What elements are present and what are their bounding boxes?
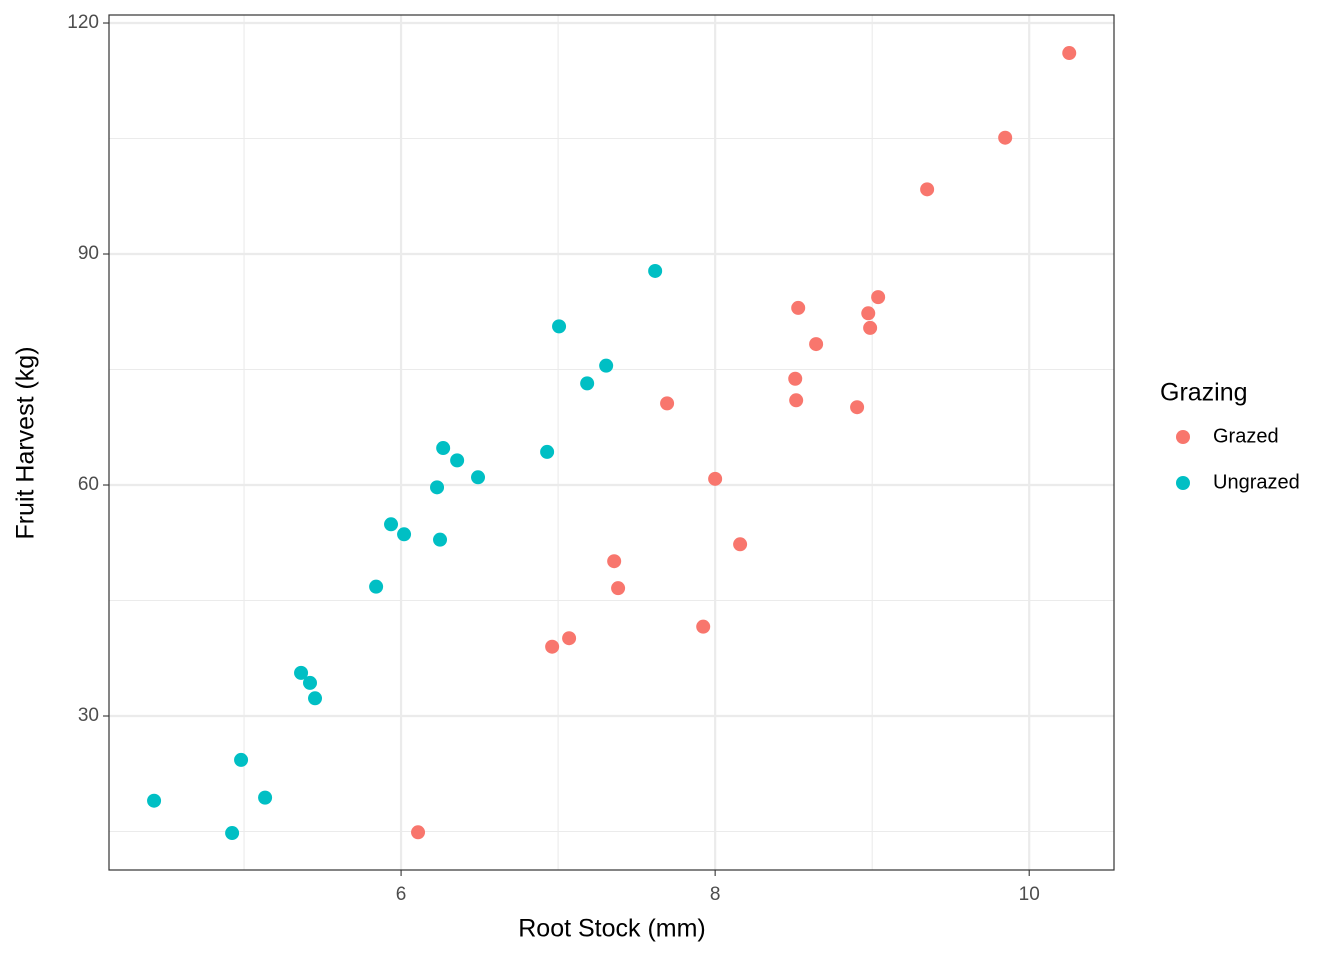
point [871,290,886,305]
point [450,453,465,468]
point [708,471,723,486]
point [791,300,806,315]
x-tick-label: 6 [396,884,407,905]
point [433,532,448,547]
point [733,537,748,552]
point [696,619,711,634]
y-axis-title: Fruit Harvest (kg) [12,346,40,539]
point [1062,46,1077,61]
point [562,631,577,646]
point [430,480,445,495]
point [607,554,622,569]
point [436,441,451,456]
point [920,182,935,197]
point [369,579,384,594]
panel-background [109,15,1114,870]
x-tick-label: 10 [1019,884,1040,905]
y-tick-label: 60 [78,474,99,495]
point [545,639,560,654]
point [471,470,486,485]
point [850,400,865,415]
point [147,793,162,808]
point [225,826,240,841]
x-tick-label: 8 [710,884,721,905]
legend-label: Ungrazed [1213,471,1300,493]
point [552,319,567,334]
y-tick-label: 90 [78,243,99,264]
point [308,691,323,706]
legend-title: Grazing [1160,379,1248,407]
y-tick-label: 30 [78,705,99,726]
legend-key [1176,430,1190,444]
point [809,337,824,352]
point [648,263,663,278]
point [580,376,595,391]
point [397,527,412,542]
point [258,790,273,805]
point [611,581,626,596]
point [411,825,426,840]
point [540,444,555,459]
legend-label: Grazed [1213,425,1279,447]
point [234,752,249,767]
point [384,517,399,532]
point [303,675,317,690]
point [599,358,614,373]
point [861,306,876,321]
point [863,320,878,335]
panel-border [108,14,1115,871]
x-axis-title: Root Stock (mm) [518,915,706,943]
point [789,393,804,408]
point [294,665,309,680]
point [788,371,803,386]
y-tick-label: 120 [67,12,99,33]
legend-key [1176,476,1190,490]
point [998,130,1013,145]
point [660,396,675,411]
